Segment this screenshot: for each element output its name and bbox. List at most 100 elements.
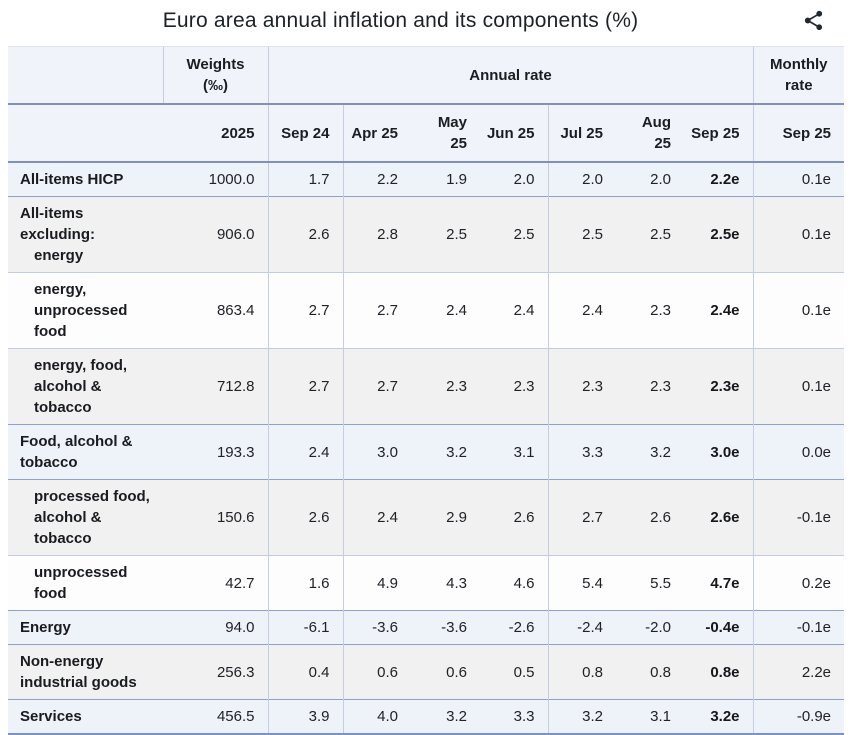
annual-rate-value: 2.6: [480, 479, 548, 556]
annual-rate-value: 5.5: [616, 555, 684, 611]
weights-header-line2: (‰): [203, 77, 228, 94]
annual-rate-value: 2.7: [547, 479, 616, 556]
annual-rate-value: 2.9: [411, 479, 480, 556]
annual-rate-header: Annual rate: [267, 46, 754, 105]
annual-rate-value: 3.3: [480, 699, 548, 735]
weight-value: 94.0: [163, 610, 268, 645]
annual-rate-value: 2.7: [267, 272, 343, 349]
annual-rate-value: 3.2: [616, 424, 684, 480]
annual-rate-value: -6.1: [267, 610, 343, 645]
annual-rate-value: 0.6: [411, 644, 480, 700]
row-label-line: Energy: [20, 619, 71, 636]
annual-rate-value: 2.3: [411, 348, 480, 425]
row-label-line: Non-energy: [20, 653, 104, 670]
table-row: unprocessed food 42.7 1.6 4.9 4.3 4.6 5.4 5.5 4.…: [8, 555, 845, 611]
annual-rate-value: 2.4: [267, 424, 343, 480]
weight-value: 456.5: [163, 699, 268, 735]
row-label-line: alcohol & tobacco: [34, 378, 102, 416]
annual-rate-value: 3.0: [342, 424, 411, 480]
row-label: Non-energy industrial goods: [8, 644, 163, 700]
weights-year-header: 2025: [163, 104, 268, 163]
annual-rate-value: 2.3: [616, 272, 684, 349]
weight-value: 42.7: [163, 555, 268, 611]
annual-rate-value: 0.6: [342, 644, 411, 700]
annual-rate-value: 3.2: [411, 424, 480, 480]
header-bar: Euro area annual inflation and its compo…: [0, 0, 851, 46]
annual-rate-value: 2.4e: [684, 272, 754, 349]
annual-rate-value: 0.8: [547, 644, 616, 700]
annual-rate-value: 0.8: [616, 644, 684, 700]
column-header-month: May 25: [411, 104, 480, 163]
page-title: Euro area annual inflation and its compo…: [162, 9, 639, 32]
table-row: All-items excluding: energy 906.0 2.6 2.8 2.5…: [8, 196, 845, 273]
row-label-line: energy, food,: [34, 357, 128, 374]
annual-rate-value: 2.6: [267, 479, 343, 556]
table-row: energy, unprocessed food 863.4 2.7 2.7 2.4 2.4…: [8, 272, 845, 349]
row-label-line: unprocessed food: [34, 564, 128, 602]
weight-value: 1000.0: [163, 162, 268, 197]
annual-rate-value: 2.3: [547, 348, 616, 425]
annual-rate-value: -3.6: [411, 610, 480, 645]
annual-rate-value: 4.7e: [684, 555, 754, 611]
monthly-rate-value: 0.1e: [752, 348, 845, 425]
annual-rate-value: 2.7: [267, 348, 343, 425]
monthly-rate-value: 0.0e: [752, 424, 845, 480]
annual-rate-value: 1.6: [267, 555, 343, 611]
table-row: energy, food, alcohol & tobacco 712.8 2.7 2.…: [8, 348, 845, 425]
weight-value: 150.6: [163, 479, 268, 556]
annual-rate-value: 2.7: [342, 348, 411, 425]
annual-rate-value: 2.6: [267, 196, 343, 273]
table-row: Non-energy industrial goods 256.3 0.4 0.6 0.6…: [8, 644, 845, 700]
annual-rate-value: -3.6: [342, 610, 411, 645]
monthly-rate-value: -0.9e: [752, 699, 845, 735]
share-icon: [802, 9, 825, 32]
column-header-month: Apr 25: [342, 104, 411, 163]
monthly-rate-value: 2.2e: [752, 644, 845, 700]
monthly-rate-value: 0.1e: [752, 272, 845, 349]
annual-rate-value: 2.3e: [684, 348, 754, 425]
annual-rate-value: 3.2e: [684, 699, 754, 735]
annual-rate-value: 2.0: [616, 162, 684, 197]
row-label: Energy: [8, 610, 163, 645]
weight-value: 906.0: [163, 196, 268, 273]
row-label-line: alcohol & tobacco: [34, 509, 102, 547]
table-row: Services 456.5 3.9 4.0 3.2 3.3 3.2 3.1 3.2e -0.9e: [8, 699, 845, 735]
annual-rate-value: 3.2: [411, 699, 480, 735]
annual-rate-value: 2.2e: [684, 162, 754, 197]
row-label: energy, food, alcohol & tobacco: [8, 348, 163, 425]
annual-rate-value: 3.3: [547, 424, 616, 480]
group-header-row: Weights (‰) Annual rate Monthly rate: [8, 46, 845, 105]
annual-rate-value: 2.4: [411, 272, 480, 349]
weight-value: 256.3: [163, 644, 268, 700]
annual-rate-value: 3.9: [267, 699, 343, 735]
table-row: Food, alcohol & tobacco 193.3 2.4 3.0 3.2 3.1 3…: [8, 424, 845, 480]
annual-rate-value: 5.4: [547, 555, 616, 611]
annual-rate-value: 2.7: [342, 272, 411, 349]
annual-rate-value: -2.4: [547, 610, 616, 645]
inflation-table: Weights (‰) Annual rate Monthly rate 202…: [8, 46, 845, 735]
weights-header: Weights (‰): [162, 46, 268, 105]
table-row: processed food, alcohol & tobacco 150.6 2.6…: [8, 479, 845, 556]
column-header-month: Jul 25: [547, 104, 616, 163]
row-label: Food, alcohol & tobacco: [8, 424, 163, 480]
row-label-line: tobacco: [20, 454, 78, 471]
row-label-line: All-items HICP: [20, 171, 124, 188]
annual-rate-value: 2.4: [547, 272, 616, 349]
row-label-header: [8, 104, 163, 163]
table-row: Energy 94.0 -6.1 -3.6 -3.6 -2.6 -2.4 -2.0 -0.4e -…: [8, 610, 845, 645]
annual-rate-value: 2.5: [547, 196, 616, 273]
row-label-line: Services: [20, 708, 82, 725]
annual-rate-value: 2.0: [480, 162, 548, 197]
annual-rate-value: 4.9: [342, 555, 411, 611]
column-header-month: Jun 25: [480, 104, 548, 163]
annual-rate-value: 2.6: [616, 479, 684, 556]
row-label: unprocessed food: [8, 555, 163, 611]
share-button[interactable]: [800, 7, 826, 33]
monthly-rate-value: -0.1e: [752, 479, 845, 556]
table-header: Weights (‰) Annual rate Monthly rate 202…: [8, 46, 845, 163]
table-row: All-items HICP 1000.0 1.7 2.2 1.9 2.0 2.0 2.0 2.…: [8, 162, 845, 197]
row-label-line: All-items excluding:: [20, 205, 96, 243]
weight-value: 712.8: [163, 348, 268, 425]
annual-rate-value: 2.4: [480, 272, 548, 349]
annual-rate-value: 2.6e: [684, 479, 754, 556]
